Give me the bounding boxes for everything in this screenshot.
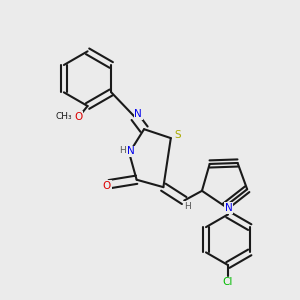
Text: N: N [127, 146, 135, 157]
Text: S: S [174, 130, 181, 140]
Text: O: O [103, 181, 111, 191]
Text: N: N [225, 203, 232, 213]
Text: N: N [134, 109, 142, 119]
Text: Cl: Cl [223, 277, 233, 287]
Text: O: O [74, 112, 83, 122]
Text: H: H [119, 146, 126, 154]
Text: H: H [184, 202, 190, 211]
Text: CH₃: CH₃ [56, 112, 72, 121]
